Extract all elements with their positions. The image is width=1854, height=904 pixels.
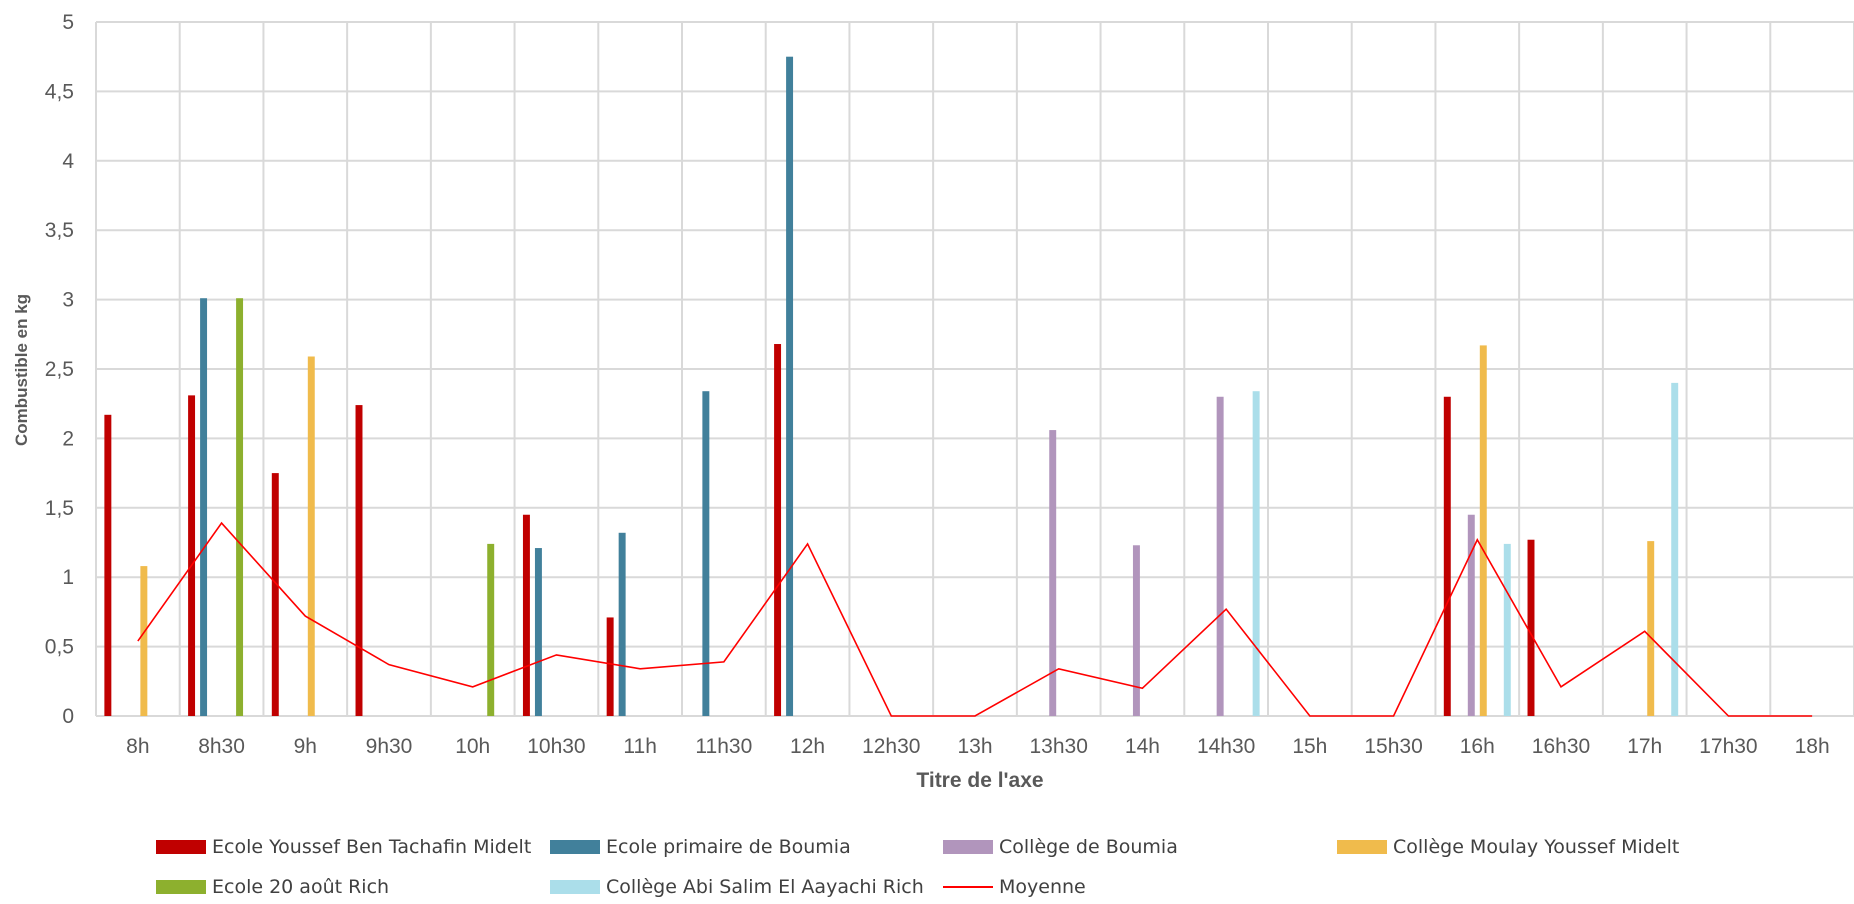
tick-labels: 0 0,5 1 1,5 2 2,5 3 3,5 4 4,5 5 8h 8h30 9h 9h30 10h 10h3… [45,11,1830,758]
x-tick-label: 17h [1627,735,1662,758]
x-tick-label: 16h30 [1532,735,1590,758]
x-tick-label: 8h [126,735,149,758]
y-tick-label: 0 [62,705,74,728]
bar [1527,539,1535,716]
y-axis-title: Combustible en kg [12,294,31,446]
x-tick-label: 15h [1292,735,1327,758]
bar [487,543,495,716]
x-tick-label: 12h [790,735,825,758]
y-tick-label: 3,5 [45,219,74,242]
y-tick-label: 4,5 [45,80,74,103]
average-line-layer [137,521,1813,717]
bar [355,405,363,716]
x-tick-label: 13h30 [1030,735,1088,758]
bar [1132,545,1140,716]
bar [1216,396,1224,716]
y-tick-label: 1 [62,566,74,589]
x-tick-label: 15h30 [1364,735,1422,758]
x-tick-label: 11h [623,735,656,758]
bar [1671,382,1679,716]
x-tick-label: 12h30 [862,735,920,758]
bar [188,395,196,716]
x-tick-label: 11h30 [695,735,752,758]
bar [1049,430,1057,716]
bar [271,473,279,716]
x-tick-label: 14h30 [1197,735,1255,758]
bar [1252,391,1260,716]
x-tick-label: 14h [1125,735,1160,758]
x-tick-label: 8h30 [198,735,245,758]
x-axis-title: Titre de l'axe [916,769,1043,792]
bar [236,298,244,716]
bar [534,548,542,716]
bar [606,617,614,716]
bar [786,56,794,716]
bars [104,56,1679,716]
x-tick-label: 10h [455,735,490,758]
x-tick-label: 9h30 [366,735,413,758]
bar [200,298,208,716]
bar [307,356,315,716]
bar [1467,514,1475,716]
x-tick-label: 17h30 [1699,735,1757,758]
bar [702,391,710,716]
grid [95,21,1854,717]
y-tick-label: 1,5 [45,497,74,520]
bar [1479,345,1487,716]
y-tick-label: 4 [62,150,74,173]
bar [1443,396,1451,716]
bar [140,566,148,716]
x-tick-label: 13h [957,735,992,758]
bar [104,414,112,716]
x-tick-label: 9h [294,735,317,758]
y-tick-label: 3 [62,289,74,312]
bar [774,344,782,716]
bar [1647,541,1655,716]
y-tick-label: 2,5 [45,358,74,381]
bar [1503,543,1511,716]
average-line [137,521,1813,717]
bar [522,514,530,716]
y-tick-label: 5 [62,11,74,34]
x-tick-label: 16h [1460,735,1495,758]
x-tick-label: 18h [1795,735,1830,758]
y-tick-label: 0,5 [45,636,74,659]
y-tick-label: 2 [62,427,74,450]
bar [618,532,626,716]
x-tick-label: 10h30 [527,735,585,758]
